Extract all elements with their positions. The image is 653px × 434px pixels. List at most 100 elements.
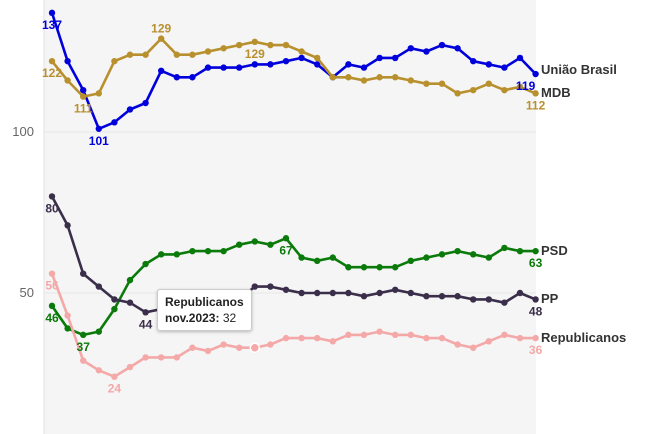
data-point-republicanos[interactable]	[392, 331, 399, 339]
data-point-mdb[interactable]	[360, 77, 368, 84]
data-point-mdb[interactable]	[220, 45, 227, 52]
data-point-mdb[interactable]	[501, 86, 508, 94]
data-point-psd[interactable]	[360, 264, 368, 271]
data-point-republicanos[interactable]	[126, 363, 134, 371]
data-point-psd[interactable]	[173, 251, 180, 258]
data-point-republicanos[interactable]	[423, 334, 430, 342]
data-point-psd[interactable]	[392, 264, 399, 271]
data-point-uniao-brasil[interactable]	[48, 9, 56, 17]
data-point-pp[interactable]	[470, 296, 477, 303]
data-point-pp[interactable]	[95, 283, 103, 290]
data-point-psd[interactable]	[376, 264, 383, 271]
data-point-mdb[interactable]	[407, 77, 414, 84]
data-point-republicanos[interactable]	[501, 331, 508, 339]
data-point-pp[interactable]	[360, 293, 368, 300]
data-point-mdb[interactable]	[251, 38, 258, 46]
data-point-psd[interactable]	[485, 254, 492, 261]
data-point-pp[interactable]	[532, 296, 539, 303]
data-point-mdb[interactable]	[454, 90, 461, 97]
data-point-uniao-brasil[interactable]	[220, 64, 227, 71]
data-point-republicanos[interactable]	[345, 331, 352, 339]
data-point-uniao-brasil[interactable]	[282, 57, 290, 65]
data-point-republicanos[interactable]	[298, 334, 305, 342]
data-point-psd[interactable]	[80, 331, 87, 339]
data-point-republicanos[interactable]	[142, 354, 149, 361]
data-point-uniao-brasil[interactable]	[392, 54, 399, 62]
data-point-republicanos[interactable]	[267, 341, 274, 348]
data-point-mdb[interactable]	[142, 51, 149, 58]
data-point-republicanos[interactable]	[360, 331, 368, 339]
data-point-pp[interactable]	[111, 296, 118, 303]
data-point-mdb[interactable]	[111, 57, 118, 65]
data-point-uniao-brasil[interactable]	[438, 41, 446, 49]
data-point-psd[interactable]	[454, 247, 461, 255]
data-point-mdb[interactable]	[532, 90, 539, 97]
data-point-pp[interactable]	[142, 309, 149, 316]
data-point-mdb[interactable]	[470, 86, 477, 94]
data-point-uniao-brasil[interactable]	[204, 64, 212, 71]
data-point-republicanos[interactable]	[95, 367, 103, 374]
data-point-uniao-brasil[interactable]	[314, 61, 321, 68]
data-point-uniao-brasil[interactable]	[516, 54, 524, 62]
data-point-uniao-brasil[interactable]	[298, 54, 305, 62]
data-point-republicanos[interactable]	[189, 344, 196, 351]
data-point-uniao-brasil[interactable]	[158, 67, 165, 75]
data-point-uniao-brasil[interactable]	[126, 106, 134, 113]
data-point-psd[interactable]	[236, 241, 243, 248]
data-point-pp[interactable]	[282, 286, 290, 293]
data-point-psd[interactable]	[282, 235, 290, 242]
data-point-pp[interactable]	[329, 289, 336, 297]
data-point-republicanos[interactable]	[173, 354, 180, 361]
data-point-psd[interactable]	[501, 244, 508, 252]
data-point-pp[interactable]	[298, 289, 305, 297]
data-point-mdb[interactable]	[298, 48, 305, 55]
data-point-pp[interactable]	[485, 296, 492, 303]
data-point-pp[interactable]	[314, 289, 321, 297]
data-point-republicanos[interactable]	[454, 341, 461, 348]
data-point-mdb[interactable]	[329, 74, 336, 81]
data-point-psd[interactable]	[64, 325, 71, 332]
data-point-republicanos[interactable]	[516, 334, 524, 342]
data-point-republicanos[interactable]	[470, 344, 477, 351]
data-point-pp[interactable]	[64, 222, 71, 229]
data-point-psd[interactable]	[532, 247, 539, 255]
data-point-uniao-brasil[interactable]	[345, 61, 352, 68]
data-point-psd[interactable]	[423, 254, 430, 261]
data-point-republicanos[interactable]	[111, 373, 118, 380]
data-point-mdb[interactable]	[345, 74, 352, 81]
data-point-republicanos[interactable]	[407, 331, 414, 339]
data-point-pp[interactable]	[251, 283, 258, 290]
data-point-mdb[interactable]	[173, 51, 180, 58]
data-point-republicanos[interactable]	[220, 341, 227, 348]
data-point-mdb[interactable]	[485, 80, 492, 87]
data-point-psd[interactable]	[189, 247, 196, 255]
data-point-republicanos[interactable]	[80, 357, 87, 364]
data-point-uniao-brasil[interactable]	[236, 64, 243, 71]
data-point-mdb[interactable]	[314, 54, 321, 62]
data-point-mdb[interactable]	[80, 93, 87, 100]
data-point-mdb[interactable]	[423, 80, 430, 87]
data-point-psd[interactable]	[438, 251, 446, 258]
data-point-uniao-brasil[interactable]	[80, 86, 87, 94]
data-point-pp[interactable]	[423, 293, 430, 300]
data-point-uniao-brasil[interactable]	[532, 70, 539, 78]
data-point-uniao-brasil[interactable]	[501, 64, 508, 71]
data-point-pp[interactable]	[454, 293, 461, 300]
data-point-mdb[interactable]	[282, 41, 290, 49]
data-point-uniao-brasil[interactable]	[423, 48, 430, 55]
data-point-uniao-brasil[interactable]	[251, 61, 258, 68]
data-point-mdb[interactable]	[267, 41, 274, 49]
data-point-psd[interactable]	[158, 251, 165, 258]
data-point-pp[interactable]	[407, 289, 414, 297]
data-point-uniao-brasil[interactable]	[267, 61, 274, 68]
data-point-mdb[interactable]	[438, 80, 446, 87]
data-point-psd[interactable]	[48, 302, 56, 310]
data-point-republicanos[interactable]	[438, 334, 446, 342]
data-point-mdb[interactable]	[158, 35, 165, 42]
data-point-pp[interactable]	[376, 289, 383, 297]
data-point-uniao-brasil[interactable]	[485, 61, 492, 68]
data-point-mdb[interactable]	[204, 48, 212, 55]
data-point-pp[interactable]	[267, 283, 274, 290]
data-point-republicanos[interactable]	[204, 347, 212, 355]
data-point-psd[interactable]	[126, 276, 134, 284]
